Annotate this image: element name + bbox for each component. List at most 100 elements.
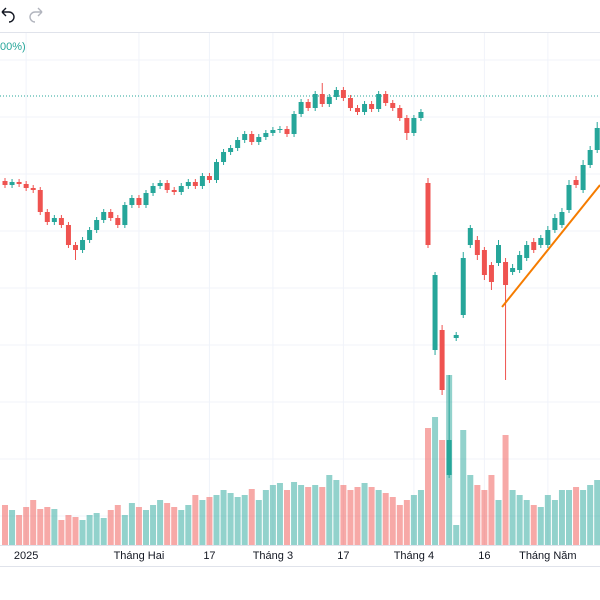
volume-bar xyxy=(566,490,572,545)
volume-bar xyxy=(171,507,178,545)
volume-bar xyxy=(354,487,361,545)
candle-body xyxy=(157,183,163,186)
candle-body xyxy=(298,102,304,114)
volume-bar xyxy=(291,482,298,545)
volume-bar xyxy=(460,430,467,545)
volume-bar xyxy=(537,507,544,545)
candle-body xyxy=(143,193,149,205)
candle-body xyxy=(545,230,551,245)
candle-body xyxy=(390,103,396,108)
candle-body xyxy=(503,262,509,285)
volume-bar xyxy=(192,495,199,545)
x-tick-label: Tháng 4 xyxy=(394,550,434,562)
volume-bar xyxy=(551,500,558,545)
candle-body xyxy=(559,212,565,225)
redo-icon[interactable] xyxy=(29,7,43,23)
volume-bar xyxy=(580,490,587,545)
toolbar xyxy=(0,0,600,32)
candle-body xyxy=(291,114,297,134)
candle-body xyxy=(185,182,191,186)
volume-bar xyxy=(262,490,269,545)
candle-body xyxy=(206,176,212,180)
volume-bar xyxy=(185,505,192,545)
candle-body xyxy=(249,134,255,142)
volume-bar xyxy=(269,485,276,545)
candle-body xyxy=(355,108,360,112)
candle-body xyxy=(214,162,219,180)
volume-bar xyxy=(382,493,389,545)
volume-bar xyxy=(121,515,128,545)
candle-body xyxy=(573,180,579,185)
trend-line xyxy=(501,184,600,308)
candle-body xyxy=(340,90,346,98)
volume-bar xyxy=(481,490,488,545)
candle-body xyxy=(481,250,487,275)
volume-bar xyxy=(276,483,283,545)
volume-bar xyxy=(467,475,474,545)
x-tick-label: 2025 xyxy=(14,550,38,562)
volume-bar xyxy=(220,490,227,545)
volume-bar xyxy=(241,495,248,545)
candle-body xyxy=(2,181,8,185)
candle-body xyxy=(235,140,241,148)
volume-bar xyxy=(502,435,509,545)
volume-bar xyxy=(248,489,255,545)
volume-bar xyxy=(44,507,51,545)
volume-bar xyxy=(23,507,30,545)
candle-body xyxy=(122,205,128,225)
volume-bar xyxy=(361,483,368,545)
volume-bar xyxy=(79,520,86,545)
candle-body xyxy=(580,165,586,190)
candle-body xyxy=(446,440,452,475)
volume-bar xyxy=(100,518,107,545)
volume-layer xyxy=(2,375,600,545)
volume-bar xyxy=(143,510,149,545)
candle-body xyxy=(425,183,431,245)
volume-bar xyxy=(319,487,326,545)
candle-layer xyxy=(2,83,600,478)
candle-body xyxy=(94,220,100,230)
volume-bar xyxy=(72,517,79,545)
volume-bar xyxy=(432,417,439,545)
candle-body xyxy=(242,134,248,140)
volume-bar xyxy=(135,507,142,545)
volume-bar xyxy=(164,503,171,545)
candle-body xyxy=(51,218,57,222)
candle-body xyxy=(587,150,593,165)
candle-body xyxy=(347,98,353,108)
volume-bar xyxy=(587,485,594,545)
candle-body xyxy=(474,240,480,255)
volume-bar xyxy=(368,487,375,545)
candle-body xyxy=(65,225,71,245)
candle-body xyxy=(16,182,22,184)
volume-bar xyxy=(523,500,530,545)
volume-bar xyxy=(375,490,382,545)
change-label: 00%) xyxy=(0,41,26,53)
volume-bar xyxy=(396,505,403,545)
volume-bar xyxy=(206,497,213,545)
volume-bar xyxy=(58,520,65,545)
candle-body xyxy=(129,198,135,205)
candle-body xyxy=(178,186,184,192)
volume-bar xyxy=(333,480,340,545)
candle-body xyxy=(531,242,537,250)
volume-bar xyxy=(558,490,565,545)
volume-bar xyxy=(128,503,135,545)
volume-bar xyxy=(199,500,206,545)
candle-body xyxy=(460,258,466,315)
candle-body xyxy=(136,198,142,205)
volume-bar xyxy=(107,510,114,545)
candle-body xyxy=(150,186,156,193)
volume-bar xyxy=(594,480,600,545)
candle-body xyxy=(404,118,410,133)
candle-body xyxy=(319,94,325,104)
candle-body xyxy=(171,190,177,192)
candle-body xyxy=(87,230,93,240)
volume-bar xyxy=(37,509,44,545)
candle-body xyxy=(538,238,544,245)
candle-body xyxy=(9,182,15,185)
x-tick-label: Tháng Hai xyxy=(114,550,165,562)
undo-icon[interactable] xyxy=(1,7,15,23)
volume-bar xyxy=(573,487,580,545)
volume-bar xyxy=(347,490,354,545)
